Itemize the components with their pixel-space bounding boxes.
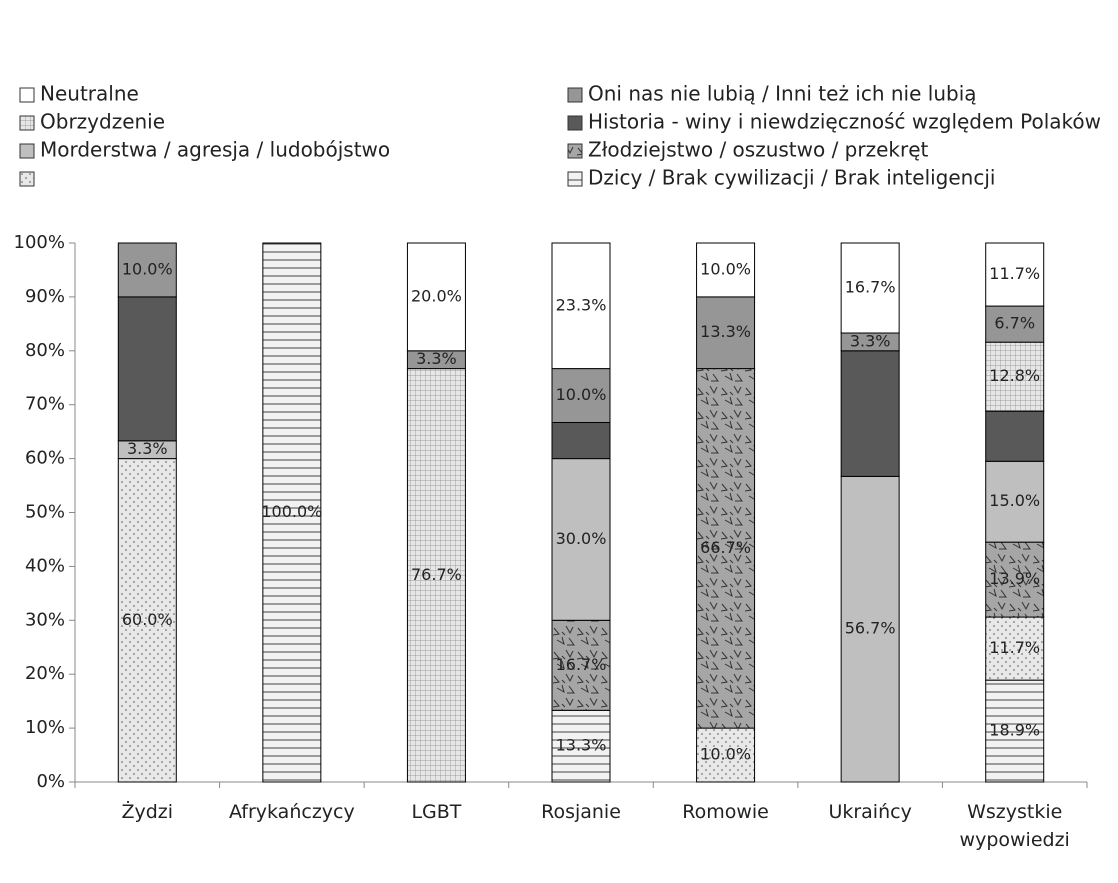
- legend-label: Historia - winy i niewdzięczność względe…: [588, 110, 1101, 134]
- data-label: 3.3%: [127, 439, 168, 458]
- bar-segment: [551, 242, 611, 370]
- y-tick-label: 60%: [25, 448, 65, 469]
- data-label: 10.0%: [122, 259, 173, 278]
- bar-segment: [406, 242, 466, 352]
- y-tick-label: 30%: [25, 609, 65, 630]
- x-tick-label: Romowie: [682, 801, 769, 823]
- bar-segment: [551, 709, 611, 783]
- legend-swatch: [19, 87, 35, 103]
- data-label: 20.0%: [411, 286, 462, 305]
- x-tick-label: Wszystkie wypowiedzi: [959, 801, 1070, 851]
- y-tick-label: 80%: [25, 340, 65, 361]
- data-label: 13.3%: [556, 736, 607, 755]
- bar-segment: [985, 305, 1045, 343]
- data-label: 30.0%: [556, 529, 607, 548]
- data-label: 11.7%: [989, 638, 1040, 657]
- legend-swatch: [567, 143, 583, 159]
- data-label: 11.7%: [989, 264, 1040, 283]
- data-label: 12.8%: [989, 366, 1040, 385]
- y-tick-label: 90%: [25, 286, 65, 307]
- data-label: 56.7%: [845, 619, 896, 638]
- bar-segment: [117, 296, 177, 442]
- y-tick-label: 70%: [25, 394, 65, 415]
- data-label: 3.3%: [850, 331, 891, 350]
- bar-segment: [551, 458, 611, 621]
- legend-label: Złodziejstwo / oszustwo / przekręt: [588, 138, 929, 162]
- data-label: 23.3%: [556, 295, 607, 314]
- data-label: 15.0%: [989, 491, 1040, 510]
- bar-segment: [840, 350, 900, 477]
- bar-segment: [696, 368, 756, 729]
- x-tick-label: Ukraińcy: [828, 801, 912, 823]
- data-label: 66.7%: [700, 538, 751, 557]
- data-label: 10.0%: [700, 259, 751, 278]
- bar-segment: [551, 619, 611, 711]
- data-label: 13.9%: [989, 569, 1040, 588]
- bar-segment: [117, 458, 177, 783]
- data-label: 10.0%: [700, 745, 751, 764]
- y-tick-label: 20%: [25, 663, 65, 684]
- x-tick-label: Afrykańczycy: [228, 801, 355, 823]
- bar-segment: [117, 242, 177, 298]
- bar-segment: [985, 541, 1045, 618]
- bar-segment: [262, 242, 322, 783]
- bar-segment: [840, 242, 900, 334]
- legend-swatch: [567, 87, 583, 103]
- bar-segment: [985, 460, 1045, 543]
- legend-label: Oni nas nie lubią / Inni też ich nie lub…: [588, 82, 977, 106]
- data-label: 3.3%: [416, 349, 457, 368]
- bar-segment: [985, 341, 1045, 412]
- legend-label: Dzicy / Brak cywilizacji / Brak intelige…: [588, 166, 995, 190]
- data-label: 10.0%: [556, 385, 607, 404]
- bar-segment: [696, 296, 756, 370]
- bar-segment: [406, 368, 466, 783]
- legend-swatch: [567, 171, 583, 187]
- bar-segment: [985, 242, 1045, 307]
- x-tick-label: LGBT: [411, 801, 462, 823]
- data-label: 100.0%: [261, 502, 322, 521]
- bar-segment: [840, 475, 900, 783]
- data-label: 13.3%: [700, 322, 751, 341]
- legend-swatch: [19, 171, 35, 187]
- data-label: 18.9%: [989, 721, 1040, 740]
- legend-label: Morderstwa / agresja / ludobójstwo: [40, 138, 390, 162]
- bar-segment: [985, 616, 1045, 681]
- x-tick-label: Żydzi: [121, 801, 174, 823]
- legend-label: Neutralne: [40, 82, 139, 106]
- y-tick-label: 0%: [36, 771, 65, 792]
- legend-swatch: [19, 115, 35, 131]
- x-tick-label: Rosjanie: [541, 801, 621, 823]
- data-label: 16.7%: [556, 655, 607, 674]
- data-label: 6.7%: [994, 314, 1035, 333]
- data-label: 16.7%: [845, 278, 896, 297]
- y-tick-label: 40%: [25, 555, 65, 576]
- y-tick-label: 100%: [14, 232, 65, 253]
- bar-segment: [551, 421, 611, 460]
- bar-segment: [551, 368, 611, 423]
- legend-swatch: [19, 143, 35, 159]
- y-tick-label: 50%: [25, 502, 65, 523]
- legend-label: Obrzydzenie: [40, 110, 165, 134]
- data-label: 60.0%: [122, 610, 173, 629]
- bar-segment: [985, 410, 1045, 462]
- data-label: 76.7%: [411, 565, 462, 584]
- legend-swatch: [567, 115, 583, 131]
- bar-segment: [696, 242, 756, 298]
- y-tick-label: 10%: [25, 717, 65, 738]
- bar-segment: [696, 727, 756, 783]
